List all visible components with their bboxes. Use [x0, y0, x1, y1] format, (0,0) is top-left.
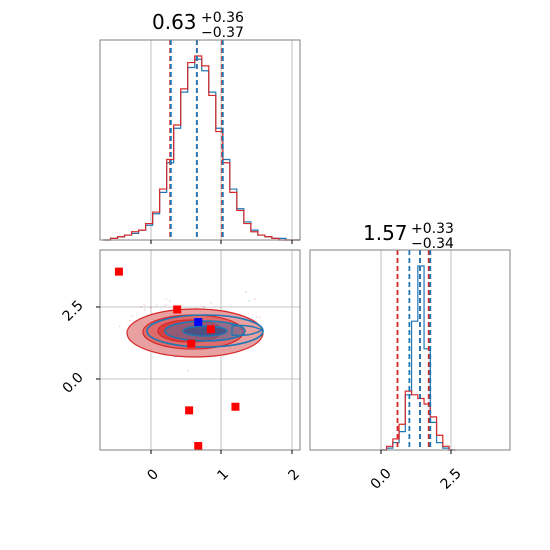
y-tick-label-2-5: 2.5: [60, 298, 87, 325]
title-plus: +0.33: [411, 221, 454, 237]
sample-dot: [169, 300, 171, 303]
hist-step-series-A: [380, 265, 456, 451]
red-square-marker-4: [185, 406, 194, 415]
title-value: 1.57: [363, 221, 408, 245]
markers: [114, 267, 240, 450]
sample-dot: [202, 305, 205, 308]
sample-dot: [165, 298, 168, 301]
sample-dot: [149, 306, 152, 309]
sample-dot: [255, 315, 258, 318]
sample-dot: [129, 319, 132, 322]
hist-step-series-B: [380, 390, 456, 451]
title-value: 0.63: [152, 10, 197, 34]
red-square-marker-1: [173, 305, 182, 314]
histogram-param1: [103, 55, 300, 241]
sample-dot: [245, 290, 248, 293]
histogram-param2: [380, 265, 456, 451]
sample-dot: [143, 304, 146, 307]
sample-dot: [253, 298, 256, 301]
title-minus: −0.37: [201, 25, 244, 41]
title-param2: 1.57: [363, 221, 408, 245]
sample-dot: [155, 304, 158, 307]
contour-a-inner: [182, 325, 228, 337]
panel-frame: [99, 249, 301, 451]
red-square-marker-3: [206, 325, 215, 334]
panel-param2-marginal: 0.0 2.5 1.57 +0.33 −0.34: [309, 221, 511, 493]
red-square-marker-6: [194, 442, 203, 450]
x-tick-label-2-5: 2.5: [438, 466, 465, 493]
hist-step-series-A: [103, 58, 300, 241]
title-plus: +0.36: [201, 10, 244, 26]
panel-param1-vs-param2: 0 1 2 0.0 2.5: [60, 249, 303, 484]
panel-frame: [309, 249, 511, 451]
sample-dot: [259, 316, 261, 319]
hist-step-series-B: [103, 55, 300, 241]
contour-a-wing: [231, 324, 264, 337]
x-tick-label-2: 2: [285, 466, 303, 484]
x-tick-label-1: 1: [214, 466, 232, 484]
contour-a-outer: [146, 314, 264, 348]
x-tick-label-0: 0.0: [368, 466, 395, 493]
sample-dot: [118, 325, 121, 328]
y-tick-label-0: 0.0: [60, 370, 87, 397]
panel-frame: [99, 39, 301, 241]
sample-dot: [164, 304, 167, 307]
blue-square-marker-0: [194, 318, 203, 327]
sample-dot: [131, 314, 134, 317]
red-square-marker-5: [231, 402, 240, 411]
sample-dot: [143, 308, 146, 311]
quantile-lines-param2: [396, 250, 432, 450]
title-minus: −0.34: [411, 236, 454, 252]
sample-dot: [140, 305, 143, 308]
red-square-marker-0: [114, 267, 123, 276]
red-square-marker-2: [187, 339, 196, 348]
quantile-lines-param1: [169, 40, 224, 240]
x-tick-label-0: 0: [144, 466, 162, 484]
panel-param1-marginal: 0.63 +0.36 −0.37: [99, 10, 301, 244]
contours-series-a: [146, 314, 264, 348]
sample-dot: [248, 300, 251, 303]
sample-dot: [186, 369, 189, 372]
title-param1: 0.63: [152, 10, 197, 34]
sample-dot: [210, 301, 212, 304]
